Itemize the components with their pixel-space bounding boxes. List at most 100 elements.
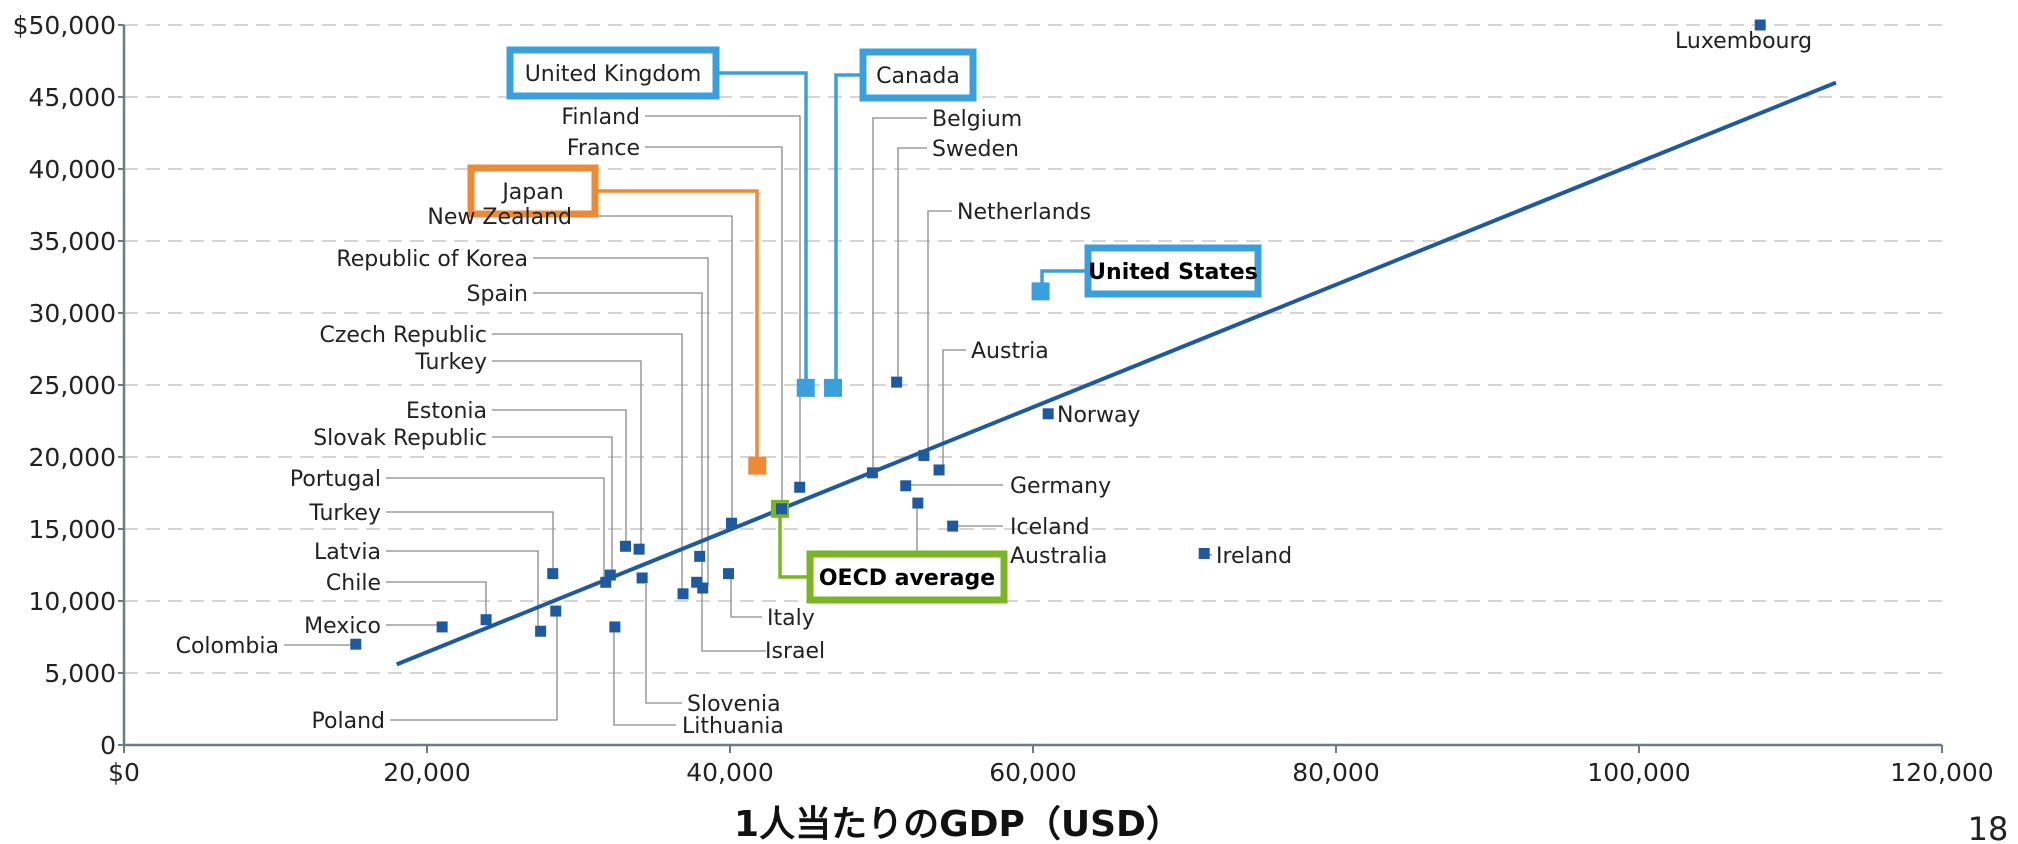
leader-lines — [284, 71, 1212, 726]
leader-line — [533, 257, 709, 586]
point-label: Netherlands — [957, 200, 1091, 225]
leader-line — [492, 409, 627, 543]
data-point — [866, 467, 878, 479]
point-labels: Luxembourg United States United Kingdom Can… — [176, 29, 1813, 739]
point-label: New Zealand — [427, 205, 572, 230]
leader-line — [386, 581, 487, 620]
x-tick-label: 60,000 — [989, 758, 1076, 787]
point-label: Portugal — [290, 467, 381, 492]
point-label: Turkey — [414, 350, 487, 375]
leader-line — [533, 292, 766, 652]
data-point — [933, 464, 945, 476]
x-tick-label: 20,000 — [383, 758, 470, 787]
point-label: Australia — [1010, 544, 1107, 569]
x-tick-label: 100,000 — [1587, 758, 1690, 787]
data-point — [722, 568, 734, 580]
data-point — [633, 543, 645, 555]
point-label: Israel — [765, 639, 825, 664]
point-label: Slovak Republic — [313, 426, 487, 451]
y-tick-label: 10,000 — [29, 587, 116, 616]
point-label: Spain — [467, 282, 528, 307]
data-point — [726, 517, 738, 529]
data-point — [691, 576, 703, 588]
point-label: Lithuania — [682, 714, 784, 739]
point-label: France — [567, 136, 640, 161]
y-tick-label: 5,000 — [44, 659, 116, 688]
leader-line — [897, 147, 927, 381]
highlight-point — [748, 456, 767, 475]
trendline — [395, 80, 1837, 667]
data-point — [697, 582, 709, 594]
data-point — [1042, 408, 1054, 420]
point-label: Germany — [1010, 474, 1111, 499]
point-label: Chile — [326, 571, 381, 596]
data-point — [547, 568, 559, 580]
axes: 0 5,000 10,000 15,000 20,000 25,000 30,000 35,0… — [13, 11, 1994, 787]
point-label: Ireland — [1216, 544, 1292, 569]
data-point — [891, 376, 903, 388]
leader-line — [645, 146, 783, 508]
point-label: Poland — [312, 709, 385, 734]
x-tick-label: 40,000 — [686, 758, 773, 787]
point-label: Luxembourg — [1675, 29, 1812, 54]
callout-box — [1084, 244, 1262, 298]
data-point — [1198, 547, 1210, 559]
data-point — [677, 588, 689, 600]
x-axis-title: 1人当たりのGDP（USD） — [734, 804, 1182, 844]
data-point — [535, 625, 547, 637]
data-point — [912, 497, 924, 509]
point-label: Slovenia — [687, 692, 781, 717]
data-point — [918, 450, 930, 462]
data-point — [550, 605, 562, 617]
highlight-point — [824, 378, 843, 397]
callout-leader-line — [778, 510, 810, 579]
point-label: Republic of Korea — [336, 247, 528, 272]
data-point — [436, 621, 448, 633]
data-point — [480, 614, 492, 626]
data-point — [619, 540, 631, 552]
y-tick-label: 40,000 — [29, 155, 116, 184]
leader-line — [645, 115, 801, 487]
data-point — [600, 576, 612, 588]
callout-leader-line — [834, 73, 863, 388]
point-label: Italy — [767, 606, 815, 631]
leader-line — [386, 550, 539, 626]
callout-label: Japan — [500, 180, 563, 205]
point-label: Czech Republic — [319, 323, 487, 348]
callout-box — [859, 48, 977, 102]
callout-leader-line — [595, 189, 759, 466]
point-label: Mexico — [304, 614, 381, 639]
highlight-point — [1031, 282, 1050, 301]
y-tick-label: $50,000 — [13, 11, 116, 40]
leader-line — [730, 577, 762, 618]
callout-box — [506, 46, 720, 100]
callout-box — [806, 550, 1008, 604]
point-label: Latvia — [314, 540, 381, 565]
point-label: Colombia — [176, 634, 279, 659]
leader-line — [492, 333, 683, 591]
data-point — [694, 550, 706, 562]
y-tick-label: 35,000 — [29, 227, 116, 256]
leader-line — [645, 584, 682, 704]
point-label: Turkey — [308, 501, 381, 526]
leader-line — [492, 436, 613, 576]
point-label: Belgium — [932, 107, 1022, 132]
y-tick-label: 30,000 — [29, 299, 116, 328]
y-tick-label: 15,000 — [29, 515, 116, 544]
x-tick-label: 120,000 — [1890, 758, 1993, 787]
data-point — [604, 569, 616, 581]
x-tick-label: $0 — [108, 758, 140, 787]
y-tick-label: 45,000 — [29, 83, 116, 112]
y-tick-label: 25,000 — [29, 371, 116, 400]
point-label: Sweden — [932, 137, 1019, 162]
point-label: Finland — [561, 105, 640, 130]
point-label: Austria — [971, 339, 1049, 364]
leader-line — [390, 613, 558, 721]
callout-label: United Kingdom — [525, 62, 702, 87]
callout-label: Canada — [876, 64, 960, 89]
x-tick-label: 80,000 — [1292, 758, 1379, 787]
leader-line — [613, 631, 676, 726]
data-point — [794, 481, 806, 493]
leader-line — [577, 215, 733, 518]
